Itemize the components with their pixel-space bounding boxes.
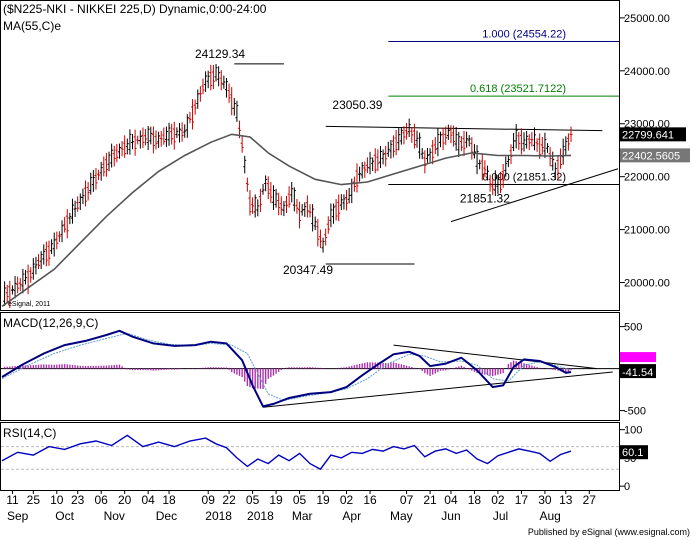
price-tick-label: 24000.00 (624, 66, 670, 78)
trendline (450, 168, 619, 223)
x-day-label: 04 (141, 493, 155, 507)
x-month-label: Mar (292, 509, 313, 523)
macd-label: MACD(12,26,9,C) (3, 316, 98, 330)
ma-value-label: 22402.5605 (622, 150, 680, 162)
x-day-label: 13 (559, 493, 573, 507)
price-tick-label: 22000.00 (624, 172, 670, 184)
rsi-value-box (620, 445, 648, 460)
rsi-line (1, 434, 572, 471)
x-day-label: 05 (246, 493, 260, 507)
footer-publisher: Published by eSignal (www.esignal.com) (528, 527, 690, 537)
x-day-label: 11 (6, 493, 19, 507)
price-panel: 25000.0024000.0023000.0022000.0021000.00… (1, 13, 690, 308)
x-month-label: May (390, 509, 413, 523)
macd-tick-label: 500 (624, 322, 642, 334)
x-day-label: 21 (423, 493, 437, 507)
fib-level-label: 0.618 (23521.7122) (470, 83, 566, 95)
x-month-label: Oct (55, 509, 74, 523)
x-day-label: 10 (50, 493, 64, 507)
price-annotation: 24129.34 (195, 47, 245, 61)
macd-signal-box (620, 352, 656, 363)
rsi-tick-label: 0 (624, 481, 630, 493)
x-month-label: Nov (104, 509, 125, 523)
rsi-tick-label: 100 (624, 425, 642, 437)
macd-panel: 500 -500 -41.54 (1, 322, 656, 418)
x-month-label: Dec (156, 509, 177, 523)
x-day-label: 02 (340, 493, 354, 507)
rsi-panel-frame (0, 422, 620, 491)
x-day-label: 18 (162, 493, 176, 507)
x-month-label: Aug (539, 509, 560, 523)
rsi-label: RSI(14,C) (3, 426, 56, 440)
rsi-value-label: 60.1 (622, 447, 643, 459)
x-day-label: 23 (71, 493, 85, 507)
x-axis: 11 25 10 23 06 20 04 18 09 22 05 19 05 19 02 16 07 21 04 18… (6, 490, 596, 523)
price-annotation: 20347.49 (283, 263, 333, 277)
x-day-label: 20 (118, 493, 132, 507)
trendline (393, 344, 598, 370)
x-day-label: 19 (269, 493, 283, 507)
last-price-box (620, 127, 686, 142)
last-price-label: 22799.641 (622, 129, 674, 141)
ma-55-line (1, 133, 572, 308)
macd-tick-label: -500 (624, 406, 646, 418)
trendline (325, 125, 603, 132)
x-day-label: 05 (293, 493, 307, 507)
x-day-label: 06 (95, 493, 109, 507)
ma-indicator-label: MA(55,C)e (3, 19, 61, 33)
x-month-label: 2018 (247, 509, 274, 523)
x-day-label: 22 (222, 493, 236, 507)
x-day-label: 09 (202, 493, 216, 507)
macd-line (1, 329, 572, 408)
x-day-label: 16 (363, 493, 377, 507)
x-day-label: 02 (491, 493, 505, 507)
ma-value-box (620, 148, 690, 163)
x-day-label: 19 (316, 493, 330, 507)
price-tick-label: 20000.00 (624, 278, 670, 290)
price-annotation: 23050.39 (332, 98, 382, 112)
x-month-label: Sep (7, 509, 29, 523)
x-month-label: 2018 (205, 509, 232, 523)
macd-value-label: -41.54 (622, 367, 653, 379)
watermark: eSignal, 2011 (8, 301, 50, 308)
macd-value-box (620, 364, 656, 379)
x-day-label: 18 (468, 493, 482, 507)
x-month-label: Apr (342, 509, 361, 523)
x-month-label: Jul (493, 509, 508, 523)
rsi-panel: 10050060.1 (1, 425, 648, 493)
symbol-title: ($N225-NKI - NIKKEI 225,D) Dynamic,0:00-… (3, 2, 267, 16)
price-tick-label: 25000.00 (624, 13, 670, 25)
x-day-label: 30 (538, 493, 552, 507)
price-tick-label: 21000.00 (624, 225, 670, 237)
price-annotation: 21851.32 (460, 192, 510, 206)
x-day-label: 07 (400, 493, 414, 507)
fib-level-label: 0.000 (21851.32) (482, 172, 566, 184)
fib-level-label: 1.000 (24554.22) (482, 28, 566, 40)
x-day-label: 17 (515, 493, 529, 507)
trendline (262, 371, 613, 408)
x-month-label: Jun (441, 509, 460, 523)
x-day-label: 25 (27, 493, 41, 507)
x-day-label: 27 (583, 493, 597, 507)
x-day-label: 04 (444, 493, 458, 507)
